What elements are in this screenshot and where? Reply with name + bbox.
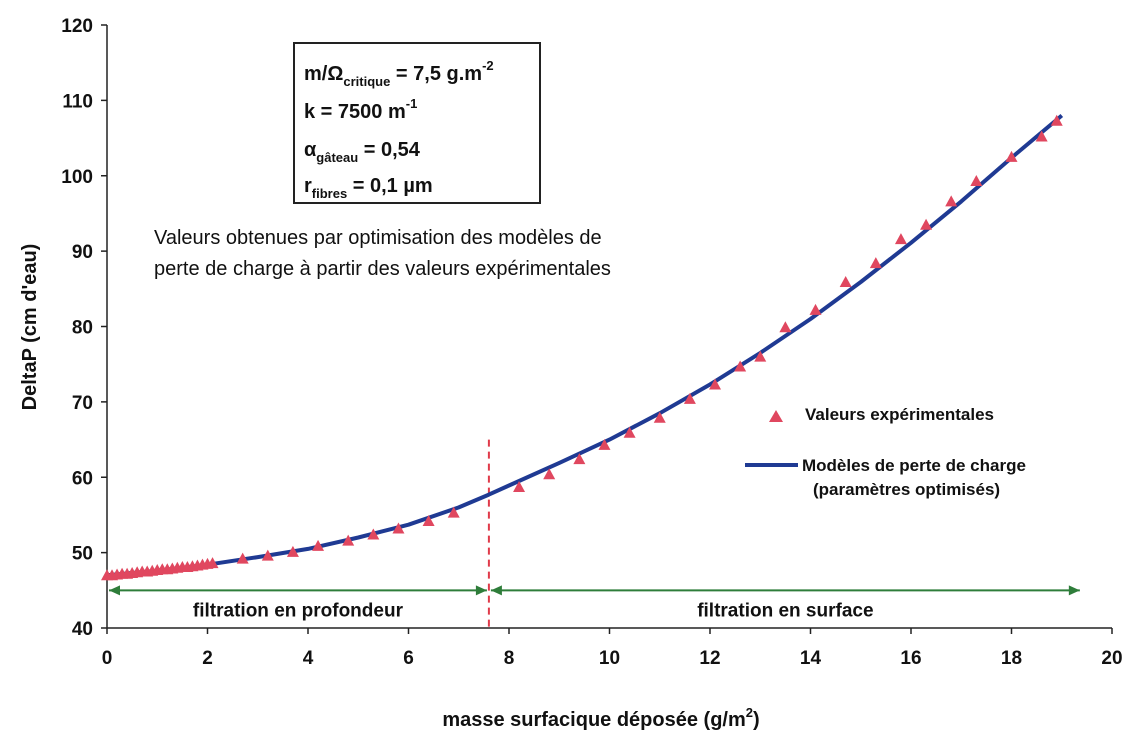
note-line-1: Valeurs obtenues par optimisation des mo… <box>154 227 602 249</box>
y-tick-label: 110 <box>62 91 93 112</box>
parameter-line: m/Ωcritique = 7,5 g.m-2 <box>304 58 494 89</box>
y-tick-label: 120 <box>61 16 93 37</box>
x-axis-title: masse surfacique déposée (g/m2) <box>442 705 759 730</box>
data-point <box>312 539 325 551</box>
data-point <box>970 175 983 187</box>
y-tick-label: 60 <box>72 468 93 489</box>
x-tick-label: 12 <box>699 648 720 669</box>
x-tick-label: 8 <box>504 648 515 669</box>
parameter-line: rfibres = 0,1 µm <box>304 175 433 201</box>
region-arrow-head-left <box>109 585 120 596</box>
data-point <box>869 257 882 269</box>
legend-marker-triangle <box>769 410 783 422</box>
y-tick-label: 100 <box>61 167 93 188</box>
plot-area <box>106 25 1112 629</box>
data-point <box>286 545 299 557</box>
legend: Valeurs expérimentales Modèles de perte … <box>742 395 1085 510</box>
data-point <box>513 481 526 493</box>
data-point <box>261 549 274 561</box>
data-point <box>920 218 933 230</box>
region-arrows: filtration en profondeur filtration en su… <box>109 585 1080 621</box>
x-tick-label: 10 <box>599 648 620 669</box>
y-tick-label: 40 <box>72 619 93 640</box>
model-series <box>106 113 1064 578</box>
x-tick-label: 18 <box>1001 648 1022 669</box>
data-point <box>623 426 636 438</box>
data-point <box>1035 130 1048 142</box>
parameter-box: m/Ωcritique = 7,5 g.m-2 k = 7500 m-1 αgâte… <box>293 42 541 204</box>
data-point <box>447 506 460 518</box>
y-axis-title: DeltaP (cm d'eau) <box>19 244 41 411</box>
data-point <box>1050 114 1063 126</box>
data-point <box>236 552 249 564</box>
data-point <box>894 233 907 245</box>
data-point <box>422 514 435 526</box>
region-label: filtration en surface <box>697 600 873 621</box>
x-tick-label: 16 <box>900 648 921 669</box>
parameter-line: αgâteau = 0,54 <box>304 139 421 165</box>
data-point <box>779 321 792 333</box>
annotation-note: Valeurs obtenues par optimisation des mo… <box>154 227 611 280</box>
y-tick-label: 50 <box>72 544 93 565</box>
data-point <box>342 534 355 546</box>
x-ticks: 0 2 4 6 8 10 12 14 16 18 20 <box>102 628 1123 669</box>
y-tick-label: 70 <box>72 393 93 414</box>
x-tick-label: 20 <box>1101 648 1122 669</box>
data-point <box>392 522 405 534</box>
x-tick-label: 4 <box>303 648 314 669</box>
data-point <box>945 195 958 207</box>
data-point <box>709 378 722 390</box>
experimental-series <box>101 114 1063 581</box>
data-point <box>598 438 611 450</box>
parameter-box-frame <box>293 42 541 204</box>
data-point <box>683 392 696 404</box>
region-arrow-head-right <box>1068 585 1080 596</box>
data-point <box>573 453 586 465</box>
data-point <box>809 303 822 315</box>
region-arrow-head-left <box>490 585 502 596</box>
data-point <box>1005 150 1018 162</box>
legend-label-model-line2: (paramètres optimisés) <box>813 480 1000 499</box>
y-tick-label: 80 <box>72 318 93 339</box>
data-point <box>206 557 219 569</box>
data-point <box>543 468 556 480</box>
x-tick-label: 2 <box>202 648 213 669</box>
x-tick-label: 14 <box>800 648 822 669</box>
y-ticks: 40 50 60 70 80 90 100 110 120 <box>61 16 107 640</box>
data-point <box>754 350 767 362</box>
note-line-2: perte de charge à partir des valeurs exp… <box>154 258 611 280</box>
y-tick-label: 90 <box>72 242 93 263</box>
region-arrow-head-right <box>475 585 487 596</box>
region-label: filtration en profondeur <box>193 600 404 621</box>
data-point <box>734 360 747 372</box>
parameter-line: k = 7500 m-1 <box>304 96 417 123</box>
model-curve <box>106 113 1064 578</box>
data-point <box>839 276 852 288</box>
legend-frame <box>742 395 1085 510</box>
data-point <box>367 528 380 540</box>
legend-label-experimental: Valeurs expérimentales <box>805 405 994 424</box>
data-point <box>653 411 666 423</box>
x-tick-label: 0 <box>102 648 113 669</box>
legend-label-model: Modèles de perte de charge <box>802 456 1026 475</box>
x-tick-label: 6 <box>403 648 414 669</box>
